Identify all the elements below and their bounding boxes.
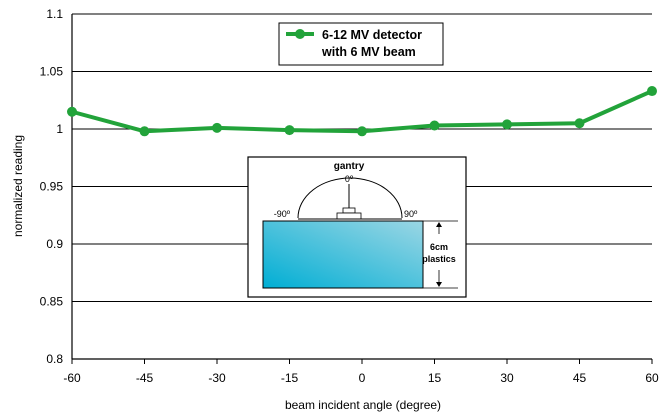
x-tick-label: -15 (281, 371, 299, 385)
legend-label-line1: 6-12 MV detector (322, 28, 422, 42)
inset-angle-right: 90º (404, 209, 418, 219)
setup-inset: gantry 0º -90º 90º 6cm plastics (247, 156, 467, 298)
inset-thickness-label: 6cm (430, 242, 448, 252)
inset-angle-left: -90º (274, 209, 291, 219)
y-tick-label: 0.9 (46, 237, 63, 251)
y-tick-label: 1.05 (40, 65, 64, 79)
x-tick-label: 30 (500, 371, 514, 385)
y-tick-label: 0.95 (40, 180, 64, 194)
data-point (647, 86, 657, 97)
plastic-phantom (262, 220, 424, 289)
gantry-arc (297, 177, 403, 219)
data-point (429, 120, 440, 131)
arrow-up-head-icon (436, 222, 442, 227)
detector-shape (342, 207, 356, 214)
y-axis-title: normalized reading (11, 135, 25, 237)
arrow-down-head-icon (436, 282, 442, 287)
legend-label-line2: with 6 MV beam (321, 45, 416, 59)
legend-box (278, 22, 444, 66)
x-tick-label: 60 (645, 371, 659, 385)
y-tick-label: 0.8 (46, 352, 63, 366)
data-point (212, 122, 222, 133)
data-point (139, 126, 150, 137)
x-tick-label: 45 (573, 371, 587, 385)
inset-angle-top: 0º (345, 174, 354, 184)
data-point (574, 118, 585, 129)
data-point (67, 106, 77, 117)
y-tick-label: 1 (56, 122, 63, 136)
data-point (284, 125, 295, 136)
data-point (357, 126, 367, 137)
y-tick-label: 1.1 (46, 7, 63, 21)
x-tick-label: -60 (63, 371, 81, 385)
legend: 6-12 MV detector with 6 MV beam (278, 22, 444, 66)
data-point (502, 119, 512, 130)
inset-material-label: plastics (422, 254, 456, 264)
legend-swatch-marker (295, 29, 305, 39)
x-axis-title: beam incident angle (degree) (285, 398, 441, 412)
series-group (67, 86, 657, 137)
y-tick-label: 0.85 (40, 295, 64, 309)
inset-gantry-label: gantry (334, 161, 365, 172)
x-tick-labels: -60 -45 -30 -15 0 15 30 45 60 (63, 371, 659, 385)
series-line (71, 89, 653, 134)
axes (71, 14, 653, 364)
x-tick-label: 15 (428, 371, 442, 385)
x-tick-label: -30 (208, 371, 226, 385)
x-tick-label: 0 (359, 371, 366, 385)
detector-base (336, 212, 362, 220)
y-tick-labels: 0.8 0.85 0.9 0.95 1 1.05 1.1 (40, 7, 64, 366)
x-tick-label: -45 (136, 371, 154, 385)
